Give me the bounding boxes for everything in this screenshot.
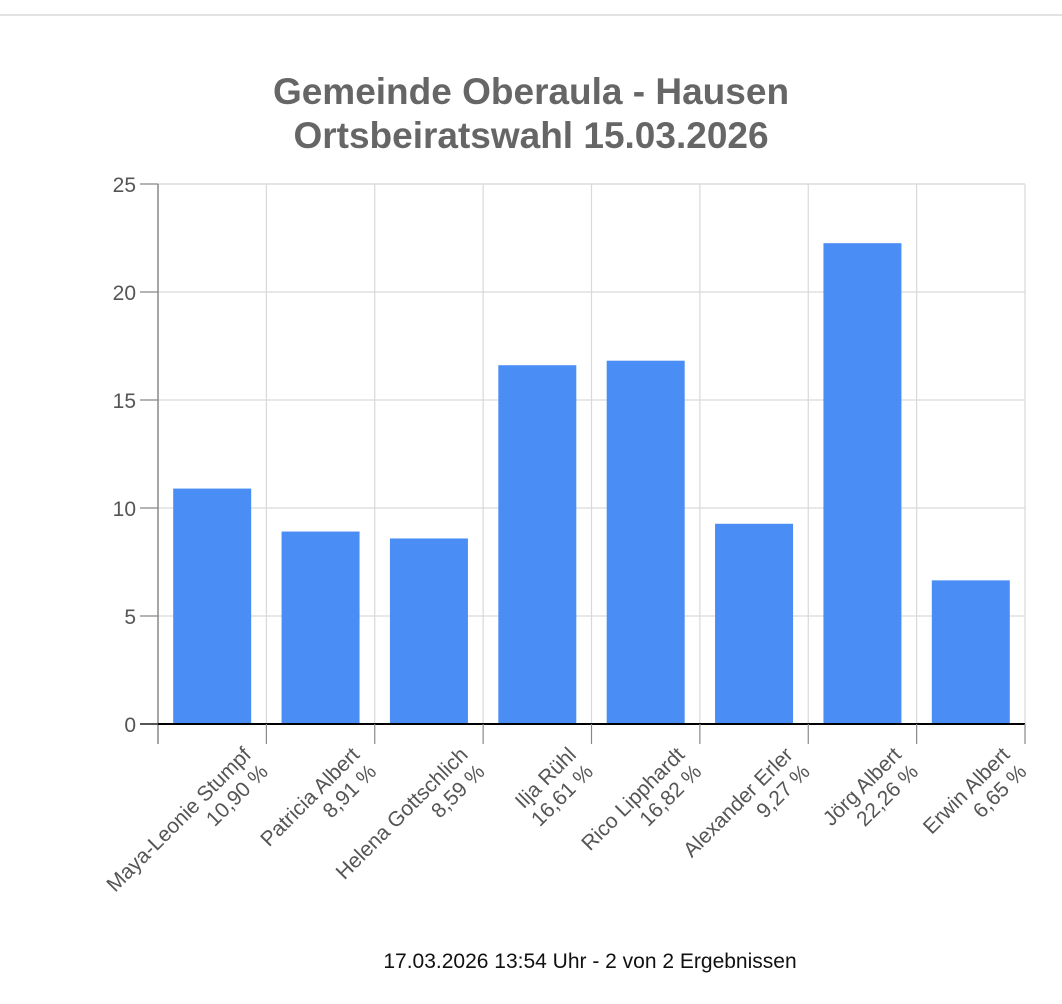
bar	[173, 488, 252, 724]
y-tick-label: 25	[113, 174, 136, 197]
bar-layer	[173, 243, 1010, 724]
chart-title-line-2: Ortsbeiratswahl 15.03.2026	[293, 115, 769, 156]
bar	[823, 243, 902, 724]
bar	[931, 580, 1010, 724]
bar	[606, 360, 685, 724]
y-tick-label: 15	[113, 390, 136, 413]
top-divider	[0, 14, 1062, 16]
y-tick-label: 10	[113, 498, 136, 521]
y-tick-label: 0	[124, 714, 136, 737]
y-tick-label: 5	[124, 606, 136, 629]
chart-title: Gemeinde Oberaula - Hausen Ortsbeiratswa…	[0, 70, 1062, 158]
chart-title-line-1: Gemeinde Oberaula - Hausen	[272, 71, 790, 112]
x-category-name: Maya-Leonie Stumpf	[102, 743, 255, 896]
y-tick-label: 20	[113, 282, 136, 305]
bar	[281, 531, 360, 724]
bar	[389, 538, 468, 724]
axis-layer	[140, 183, 1026, 744]
bar	[498, 365, 577, 724]
bar	[715, 523, 794, 724]
footer-status-text: 17.03.2026 13:54 Uhr - 2 von 2 Ergebniss…	[383, 950, 797, 973]
